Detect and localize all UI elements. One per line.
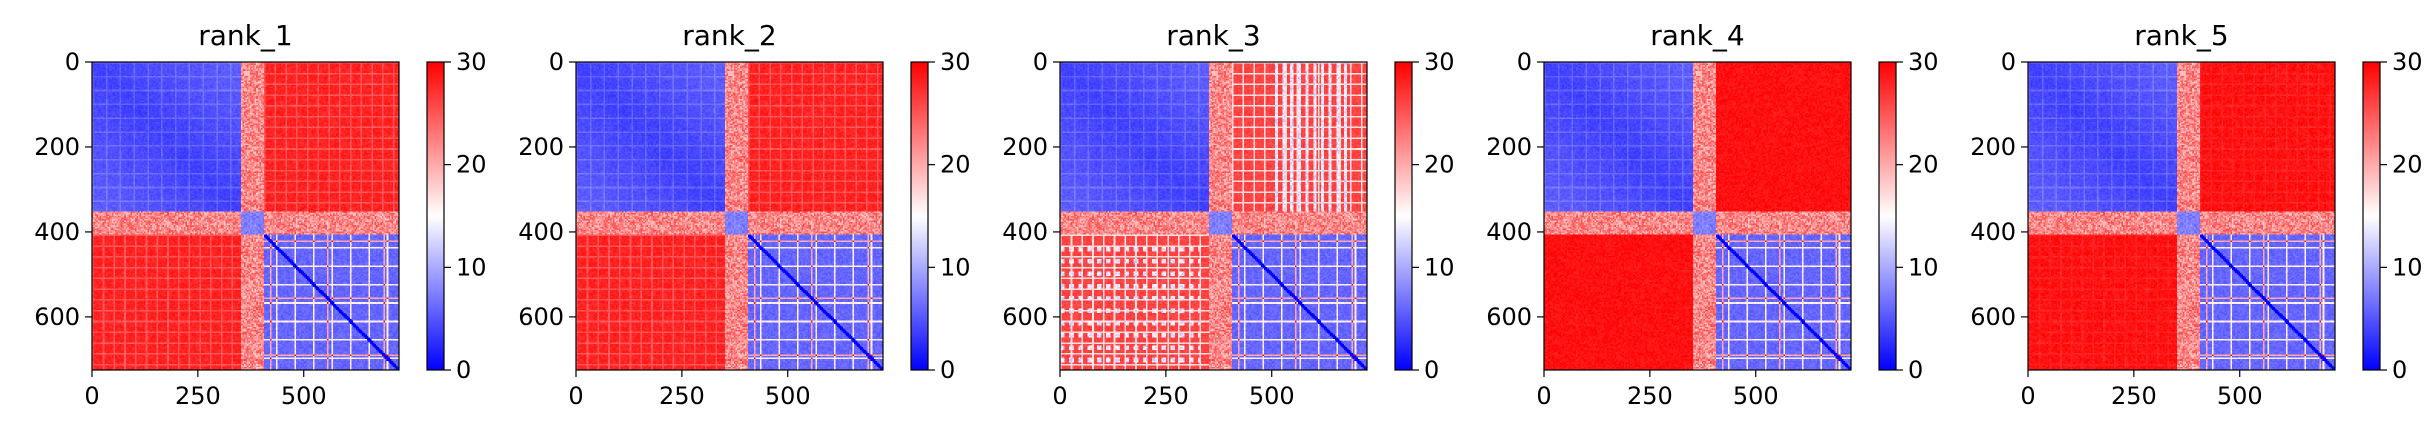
y-tick-label: 0	[549, 48, 564, 76]
plot-frame	[2027, 61, 2336, 371]
y-tick-label: 200	[518, 133, 564, 161]
colorbar-tick-label: 30	[940, 48, 971, 76]
x-tick-label: 0	[2020, 382, 2035, 410]
y-tick-label: 0	[2001, 48, 2016, 76]
x-tick-label: 250	[175, 382, 221, 410]
y-tick-label: 0	[1517, 48, 1532, 76]
plot-frame	[91, 61, 400, 371]
plot-frame	[575, 61, 884, 371]
y-tick-label: 600	[1486, 303, 1532, 331]
heatmap-image	[92, 62, 399, 370]
y-tick-label: 0	[1033, 48, 1048, 76]
x-tick-label: 500	[1733, 382, 1779, 410]
panel-title: rank_3	[1166, 19, 1260, 52]
colorbar	[426, 61, 445, 371]
x-tick-label: 500	[765, 382, 811, 410]
x-tick-label: 250	[1627, 382, 1673, 410]
y-tick-label: 600	[1002, 303, 1048, 331]
colorbar-tick-label: 20	[1908, 151, 1939, 179]
heatmap-image	[576, 62, 883, 370]
y-tick-label: 200	[1002, 133, 1048, 161]
plot-frame	[1059, 61, 1368, 371]
heatmap-panel-3: rank_3 0 250 500 0 200 400 600 0 10 20 30	[1002, 19, 1454, 410]
colorbar-tick-label: 20	[2392, 151, 2423, 179]
colorbar-tick-label: 10	[1908, 253, 1939, 281]
y-tick-label: 600	[518, 303, 564, 331]
x-tick-label: 500	[2217, 382, 2263, 410]
x-tick-label: 0	[568, 382, 583, 410]
colorbar-tick-label: 10	[940, 253, 971, 281]
colorbar-tick-label: 0	[1424, 356, 1439, 384]
heatmap-panel-4: rank_4 0 250 500 0 200 400 600 0 10 20 30	[1486, 19, 1938, 410]
colorbar-tick-label: 0	[456, 356, 471, 384]
colorbar-tick-label: 0	[2392, 356, 2407, 384]
colorbar-tick-label: 0	[1908, 356, 1923, 384]
x-tick-label: 250	[2111, 382, 2157, 410]
y-tick-label: 200	[34, 133, 80, 161]
colorbar	[2362, 61, 2381, 371]
heatmap-image	[1060, 62, 1367, 370]
colorbar-tick-label: 0	[940, 356, 955, 384]
colorbar-tick-label: 30	[2392, 48, 2423, 76]
y-tick-label: 400	[518, 218, 564, 246]
colorbar-tick-label: 10	[1424, 253, 1455, 281]
colorbar	[1878, 61, 1897, 371]
panel-title: rank_4	[1650, 19, 1744, 52]
y-tick-label: 400	[1486, 218, 1532, 246]
y-tick-label: 600	[1970, 303, 2016, 331]
y-tick-label: 600	[34, 303, 80, 331]
x-tick-label: 500	[281, 382, 327, 410]
colorbar-tick-label: 10	[2392, 253, 2423, 281]
x-tick-label: 250	[1143, 382, 1189, 410]
panel-title: rank_1	[198, 19, 292, 52]
colorbar-tick-label: 10	[456, 253, 487, 281]
colorbar-tick-label: 30	[456, 48, 487, 76]
y-tick-label: 400	[1970, 218, 2016, 246]
x-tick-label: 500	[1249, 382, 1295, 410]
panel-title: rank_2	[682, 19, 776, 52]
x-tick-label: 0	[1536, 382, 1551, 410]
heatmap-panel-2: rank_2 0 250 500 0 200 400 600 0 10 20 30	[518, 19, 970, 410]
colorbar-tick-label: 20	[940, 151, 971, 179]
colorbar-tick-label: 20	[1424, 151, 1455, 179]
heatmap-image	[2028, 62, 2335, 370]
colorbar	[910, 61, 929, 371]
plot-frame	[1543, 61, 1852, 371]
y-tick-label: 400	[1002, 218, 1048, 246]
y-tick-label: 200	[1486, 133, 1532, 161]
x-tick-label: 250	[659, 382, 705, 410]
x-tick-label: 0	[84, 382, 99, 410]
heatmap-panel-1: rank_1 0 250 500 0 200 400 600 0 10 20 30	[34, 19, 486, 410]
panel-title: rank_5	[2134, 19, 2228, 52]
colorbar-tick-label: 30	[1908, 48, 1939, 76]
y-tick-label: 200	[1970, 133, 2016, 161]
y-tick-label: 0	[65, 48, 80, 76]
colorbar	[1394, 61, 1413, 371]
colorbar-tick-label: 30	[1424, 48, 1455, 76]
colorbar-tick-label: 20	[456, 151, 487, 179]
heatmap-panel-5: rank_5 0 250 500 0 200 400 600 0 10 20 30	[1970, 19, 2422, 410]
heatmap-image	[1544, 62, 1851, 370]
y-tick-label: 400	[34, 218, 80, 246]
x-tick-label: 0	[1052, 382, 1067, 410]
